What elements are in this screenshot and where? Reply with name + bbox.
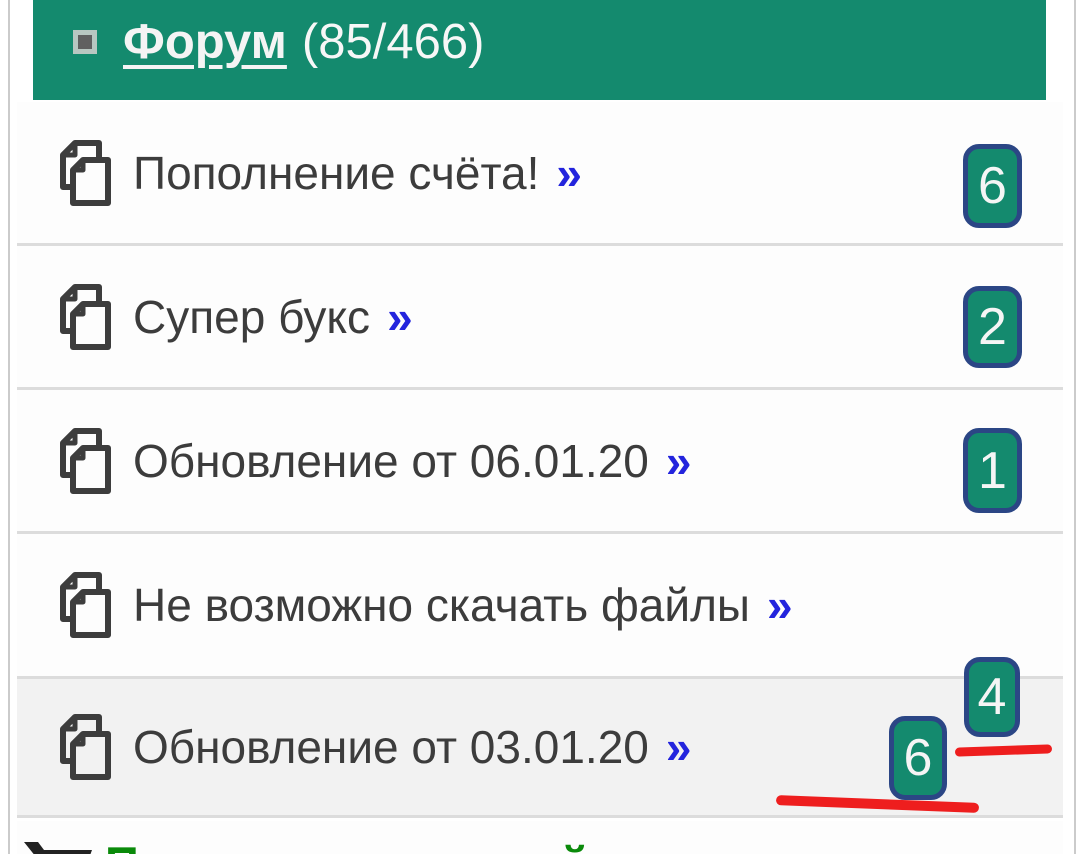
page-left-border bbox=[8, 0, 10, 854]
forum-topic-count: (85/466) bbox=[301, 15, 485, 69]
pages-icon bbox=[53, 139, 115, 206]
reply-count-badge: 2 bbox=[963, 286, 1022, 368]
topic-title: Обновление от 03.01.20 bbox=[133, 721, 649, 773]
topic-row[interactable]: Обновление от 06.01.20 » bbox=[17, 390, 1063, 531]
row-divider bbox=[17, 676, 1063, 679]
forum-header: Форум (85/466) bbox=[33, 0, 1046, 100]
topic-arrow-link[interactable]: » bbox=[665, 434, 692, 487]
topic-row[interactable]: Пополнение счёта! » bbox=[17, 102, 1063, 243]
row-divider bbox=[17, 243, 1063, 246]
marketplace-topic-link[interactable]: Продаю интересный скрипт bbox=[105, 836, 761, 854]
page-right-border bbox=[1074, 0, 1076, 854]
topic-arrow-link[interactable]: » bbox=[665, 721, 692, 773]
square-bullet-icon bbox=[73, 30, 97, 54]
pages-icon bbox=[53, 572, 115, 638]
topic-title: Обновление от 06.01.20 bbox=[133, 434, 649, 487]
forum-title-link[interactable]: Форум bbox=[123, 15, 287, 69]
pages-icon bbox=[53, 427, 115, 494]
topic-row-highlighted[interactable]: Обновление от 03.01.20 » bbox=[17, 679, 1063, 815]
topic-title: Пополнение счёта! bbox=[133, 146, 540, 199]
topic-row[interactable]: Супер букс » bbox=[17, 246, 1063, 387]
row-divider bbox=[17, 531, 1063, 534]
topic-arrow-link[interactable]: » bbox=[766, 579, 793, 631]
topic-title: Не возможно скачать файлы bbox=[133, 579, 750, 631]
topic-arrow-link[interactable]: » bbox=[387, 290, 413, 343]
pages-icon bbox=[53, 283, 115, 350]
reply-count-badge: 6 bbox=[889, 716, 947, 800]
reply-count-badge: 6 bbox=[963, 144, 1022, 228]
topic-row[interactable]: Не возможно скачать файлы » bbox=[17, 534, 1063, 676]
row-divider bbox=[17, 387, 1063, 390]
pages-icon bbox=[53, 714, 115, 780]
partial-topic-row[interactable]: Продаю интересный скрипт bbox=[17, 821, 1063, 854]
topic-arrow-link[interactable]: » bbox=[556, 146, 582, 199]
reply-count-badge: 1 bbox=[963, 428, 1022, 513]
row-divider bbox=[17, 815, 1063, 818]
reply-count-badge: 4 bbox=[964, 657, 1020, 737]
topic-title: Супер букс bbox=[133, 290, 371, 343]
cart-icon bbox=[22, 838, 94, 854]
